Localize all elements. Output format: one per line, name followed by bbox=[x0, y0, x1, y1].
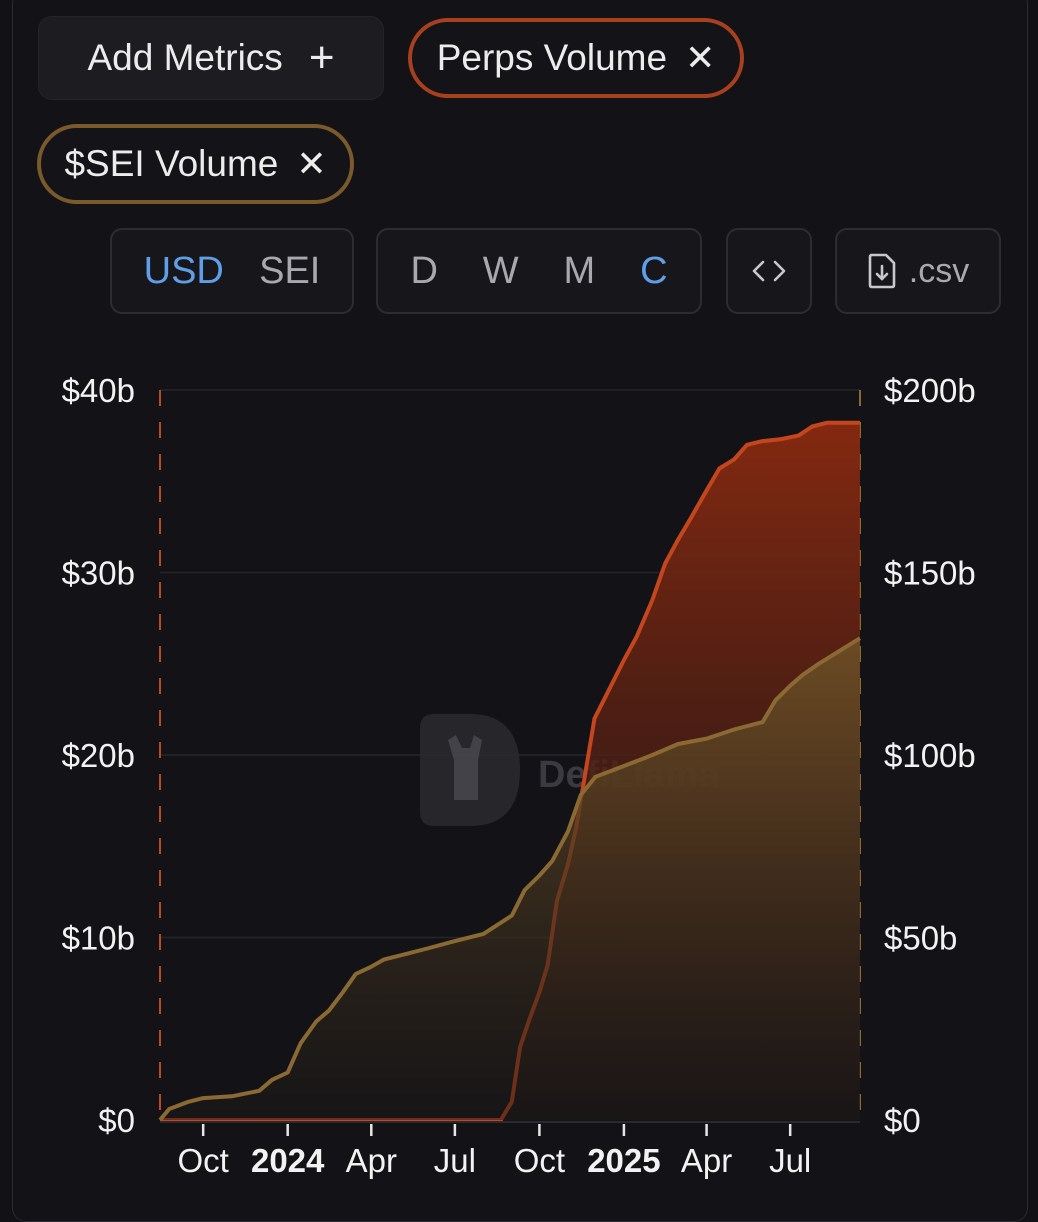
x-axis-tick-label: Jul bbox=[434, 1142, 476, 1179]
right-axis-tick-label: $50b bbox=[884, 920, 957, 957]
code-icon bbox=[752, 260, 786, 282]
x-axis-tick-label: 2024 bbox=[251, 1142, 325, 1179]
left-axis-tick-label: $40b bbox=[62, 372, 135, 409]
left-axis-tick-label: $10b bbox=[62, 920, 135, 957]
period-option-monthly[interactable]: M bbox=[563, 249, 596, 292]
add-metrics-button[interactable]: Add Metrics + bbox=[38, 16, 384, 100]
csv-label: .csv bbox=[908, 251, 970, 290]
close-icon[interactable]: ✕ bbox=[685, 37, 716, 78]
sei-volume-series-line bbox=[158, 636, 862, 1122]
x-axis-tick-label: Apr bbox=[346, 1142, 397, 1179]
right-axis-tick-label: $200b bbox=[884, 372, 976, 409]
x-axis-tick-label: Jul bbox=[769, 1142, 811, 1179]
right-axis-tick-label: $0 bbox=[884, 1102, 921, 1139]
period-option-daily[interactable]: D bbox=[410, 249, 438, 292]
metric-chip-label: $SEI Volume bbox=[64, 143, 279, 184]
add-metrics-label: Add Metrics bbox=[87, 37, 283, 78]
currency-option-sei[interactable]: SEI bbox=[259, 249, 321, 292]
file-download-icon bbox=[868, 253, 896, 289]
x-axis-tick-label: 2025 bbox=[587, 1142, 660, 1179]
llama-logo-icon bbox=[420, 714, 520, 826]
period-option-cumulative[interactable]: C bbox=[640, 249, 668, 292]
left-axis-tick-label: $30b bbox=[62, 555, 135, 592]
sei-volume-series-area bbox=[160, 638, 860, 1120]
right-axis-tick-label: $150b bbox=[884, 555, 976, 592]
metric-chip-perps-volume[interactable]: Perps Volume ✕ bbox=[408, 18, 744, 98]
embed-button[interactable] bbox=[726, 228, 812, 314]
x-axis: Oct 2024 Apr Jul Oct 2025 Apr Jul bbox=[160, 1121, 860, 1179]
x-axis-tick-label: Apr bbox=[681, 1142, 732, 1179]
x-axis-tick-label: Oct bbox=[178, 1142, 229, 1179]
metric-chip-label: Perps Volume bbox=[436, 37, 668, 78]
right-y-axis: $0 $50b $100b $150b $200b bbox=[859, 372, 976, 1139]
right-axis-tick-label: $100b bbox=[884, 737, 976, 774]
period-toggle: D W M C bbox=[376, 228, 702, 314]
x-axis-tick-label: Oct bbox=[514, 1142, 565, 1179]
left-axis-tick-label: $20b bbox=[62, 737, 135, 774]
download-csv-button[interactable]: .csv bbox=[835, 228, 1001, 314]
currency-toggle: USD SEI bbox=[110, 228, 354, 314]
left-axis-tick-label: $0 bbox=[98, 1102, 135, 1139]
metric-chip-sei-volume[interactable]: $SEI Volume ✕ bbox=[37, 124, 354, 204]
left-y-axis: $0 $10b $20b $30b $40b bbox=[62, 372, 161, 1139]
period-option-weekly[interactable]: W bbox=[482, 249, 519, 292]
plus-icon: + bbox=[308, 33, 335, 82]
currency-option-usd[interactable]: USD bbox=[143, 249, 224, 292]
close-icon[interactable]: ✕ bbox=[296, 143, 327, 184]
